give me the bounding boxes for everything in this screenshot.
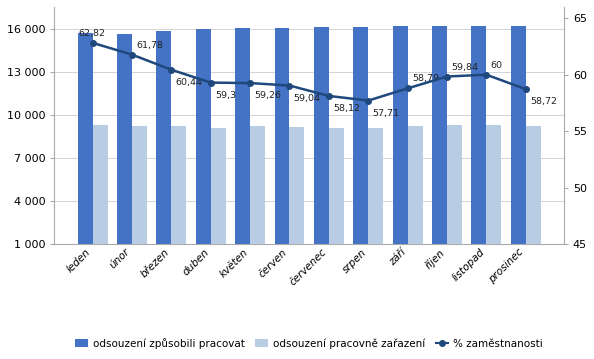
Bar (407, 126, 422, 258)
Bar (393, 26, 407, 258)
Bar (432, 26, 447, 258)
Bar (235, 28, 250, 258)
Bar (93, 125, 108, 258)
Text: 59,3: 59,3 (215, 91, 236, 100)
Text: 59,84: 59,84 (451, 62, 478, 71)
Bar (211, 128, 226, 258)
Text: 59,26: 59,26 (254, 91, 282, 101)
Bar (250, 126, 265, 258)
Bar (171, 126, 187, 258)
Bar (132, 126, 147, 258)
Text: 58,72: 58,72 (530, 97, 557, 106)
Bar (156, 31, 171, 258)
Text: 62,82: 62,82 (78, 29, 106, 38)
Text: 57,71: 57,71 (372, 109, 399, 118)
Bar (447, 125, 462, 258)
Bar (117, 34, 132, 258)
Bar (353, 27, 368, 258)
Legend: odsouzení způsobili pracovat, odsouzení pracovně zařazení, % zaměstnanosti: odsouzení způsobili pracovat, odsouzení … (71, 334, 547, 353)
Text: 59,04: 59,04 (293, 94, 321, 103)
Bar (368, 129, 383, 258)
Bar (329, 128, 344, 258)
Bar (526, 126, 541, 258)
Bar (486, 125, 501, 258)
Text: 58,12: 58,12 (333, 104, 360, 113)
Bar (196, 28, 211, 258)
Bar (289, 127, 305, 258)
Bar (274, 28, 289, 258)
Text: 60: 60 (491, 61, 503, 70)
Text: 61,78: 61,78 (136, 41, 163, 50)
Text: 60,44: 60,44 (175, 78, 203, 87)
Bar (314, 27, 329, 258)
Bar (511, 25, 526, 258)
Text: 58,79: 58,79 (412, 74, 439, 83)
Bar (78, 33, 93, 258)
Bar (472, 26, 486, 258)
